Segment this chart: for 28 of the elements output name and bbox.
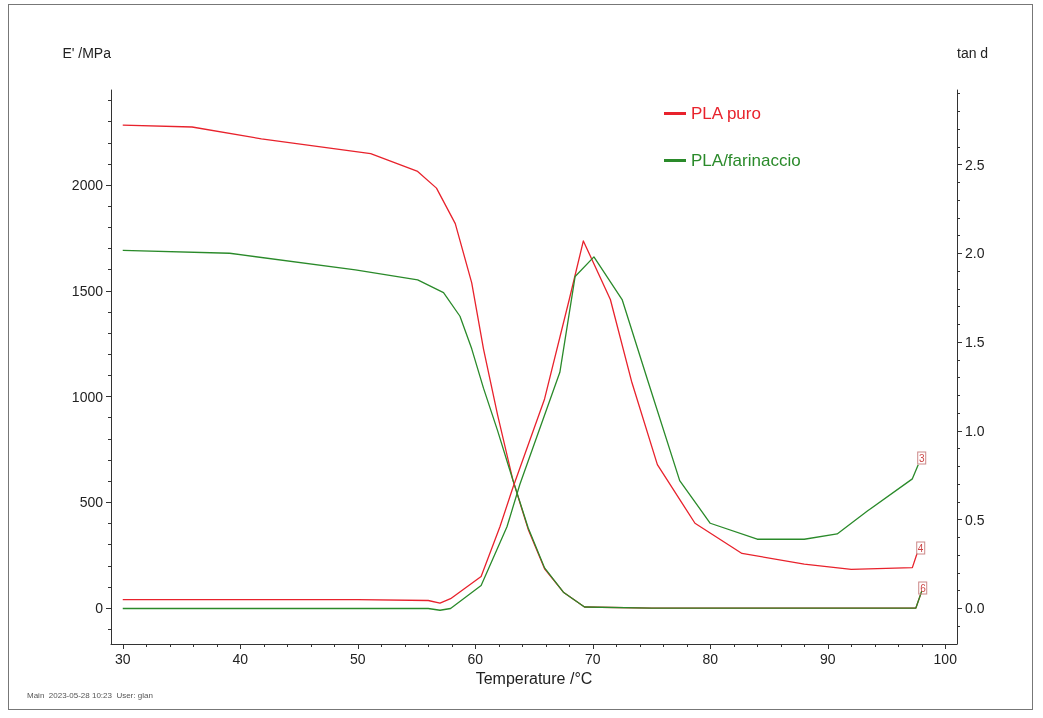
annotation: 3	[916, 451, 927, 465]
y-tick-label: 500	[79, 494, 104, 511]
y2-tick-label: 1.5	[965, 334, 985, 351]
y-tick-label: 1500	[71, 282, 104, 299]
y-tick-label: 2000	[71, 177, 104, 194]
y2-axis-title: tan d	[957, 45, 989, 61]
y-axis-title: E' /MPa	[62, 45, 112, 61]
y-tick-label: 0	[95, 600, 104, 617]
legend-label: PLA/farinaccio	[691, 151, 801, 170]
annotation: 6	[918, 581, 928, 595]
y2-tick-label: 0.5	[965, 511, 985, 528]
x-tick-label: 100	[933, 651, 958, 667]
x-tick-label: 70	[584, 651, 601, 667]
y2-tick-label: 0.0	[965, 600, 985, 617]
legend-label: PLA puro	[691, 104, 761, 123]
x-tick-label: 30	[114, 651, 131, 667]
y2-tick-label: 1.0	[965, 422, 985, 439]
text: Main 2023-05-28 10:23 User: glan	[27, 690, 153, 700]
x-tick-label: 60	[467, 651, 484, 667]
x-tick-label: 40	[232, 651, 249, 667]
y-tick-label: 1000	[71, 388, 104, 405]
y2-tick-label: 2.0	[965, 245, 985, 262]
x-tick-label: 80	[702, 651, 719, 667]
y2-tick-label: 2.5	[965, 156, 985, 173]
x-axis-title: Temperature /°C	[475, 670, 593, 688]
x-tick-label: 90	[819, 651, 836, 667]
x-tick-label: 50	[349, 651, 366, 667]
annotation: 4	[915, 541, 926, 555]
